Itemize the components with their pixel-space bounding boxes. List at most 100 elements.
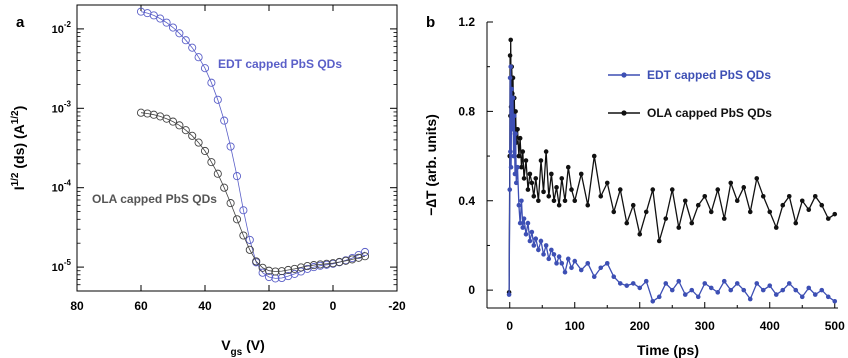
data-point (702, 193, 708, 199)
y-tick-label: 0.4 (458, 194, 475, 208)
data-point (207, 158, 216, 167)
data-point (354, 253, 363, 262)
data-point (523, 231, 529, 237)
panel-a: a 80 60 40 20 0 -20 10-510-410-310-2 Vgs (V) … (10, 4, 406, 358)
data-point (695, 294, 701, 300)
data-point (232, 172, 242, 181)
data-point (194, 138, 203, 147)
data-point (793, 220, 799, 226)
data-point (226, 142, 235, 151)
data-point (767, 209, 773, 215)
data-point (200, 146, 210, 156)
data-point (515, 126, 520, 132)
data-point (533, 176, 539, 181)
data-point (591, 274, 597, 280)
data-point (754, 176, 760, 181)
data-point (643, 278, 649, 284)
data-point (188, 131, 197, 140)
data-point (271, 267, 280, 276)
data-point (559, 176, 565, 181)
data-point (656, 294, 662, 300)
data-point (507, 75, 513, 81)
data-point (538, 158, 544, 163)
panel-a-label: a (16, 14, 25, 31)
legend-edt-marker (621, 72, 627, 78)
data-point (296, 263, 306, 272)
data-point (508, 37, 514, 43)
data-point (695, 202, 701, 208)
data-point (812, 193, 818, 199)
data-point (676, 225, 682, 230)
data-point (516, 153, 522, 159)
panel-b-x-axis-title: Time (ps) (637, 342, 699, 358)
panel-b-series (506, 37, 838, 304)
data-point (585, 261, 591, 266)
data-point (663, 281, 669, 286)
data-point (512, 113, 517, 119)
data-point (541, 252, 546, 257)
data-point (508, 164, 514, 170)
data-point (715, 187, 721, 192)
data-point (572, 258, 578, 264)
data-point (546, 256, 552, 262)
data-point (554, 261, 559, 266)
data-point (767, 283, 773, 288)
data-point (136, 108, 146, 117)
data-point (682, 198, 688, 204)
data-point (515, 164, 520, 170)
data-point (637, 231, 643, 237)
data-point (239, 231, 248, 240)
data-point (239, 206, 248, 215)
data-point (360, 252, 370, 261)
data-point (604, 261, 610, 266)
data-point (136, 7, 146, 16)
data-point (360, 247, 370, 257)
data-point (521, 176, 527, 181)
data-point (630, 281, 636, 286)
panel-b-x-axis: 0 100 200 300 400 500 (506, 302, 845, 333)
data-point (819, 287, 825, 293)
x-tick-label: 100 (565, 319, 585, 333)
data-point (598, 193, 604, 199)
data-point (143, 109, 152, 118)
data-point (565, 256, 571, 262)
data-point (175, 29, 184, 38)
panel-a-x-axis: 80 60 40 20 0 -20 (70, 5, 406, 313)
data-point (220, 116, 229, 125)
panel-a-x-axis-title: Vgs (V) (221, 337, 265, 358)
data-point (507, 187, 513, 192)
data-point (721, 278, 727, 284)
y-tick-label: 0.8 (458, 104, 475, 118)
data-point (611, 274, 617, 280)
panel-b-y-axis-title: −∆T (arb. units) (423, 114, 439, 216)
data-point (309, 261, 318, 270)
data-point (689, 220, 695, 226)
data-point (513, 131, 518, 137)
panel-b-legend: EDT capped PbS QDs OLA capped PbS QDs (608, 68, 772, 120)
data-point (556, 254, 562, 259)
data-point (531, 193, 537, 199)
data-point (538, 238, 544, 244)
data-point (708, 285, 714, 291)
data-point (747, 296, 753, 302)
x-tick-label: 20 (262, 299, 276, 313)
data-point (258, 263, 267, 272)
data-point (780, 202, 786, 208)
data-point (617, 187, 623, 192)
data-point (149, 110, 158, 119)
data-point (510, 95, 516, 101)
panel-b-y-axis: 0 0.4 0.8 1.2 (458, 15, 493, 297)
data-point (676, 278, 682, 284)
data-point (825, 294, 831, 300)
data-point (507, 53, 513, 58)
y-tick-label: 10-3 (52, 99, 72, 115)
data-point (556, 202, 562, 208)
x-tick-label: 40 (198, 299, 212, 313)
data-point (175, 121, 184, 130)
panel-b-label: b (426, 14, 435, 31)
y-tick-label: 10-5 (52, 258, 72, 274)
panel-a-annotation-ola: OLA capped PbS QDs (92, 192, 217, 206)
data-point (531, 243, 537, 248)
data-point (682, 292, 688, 297)
